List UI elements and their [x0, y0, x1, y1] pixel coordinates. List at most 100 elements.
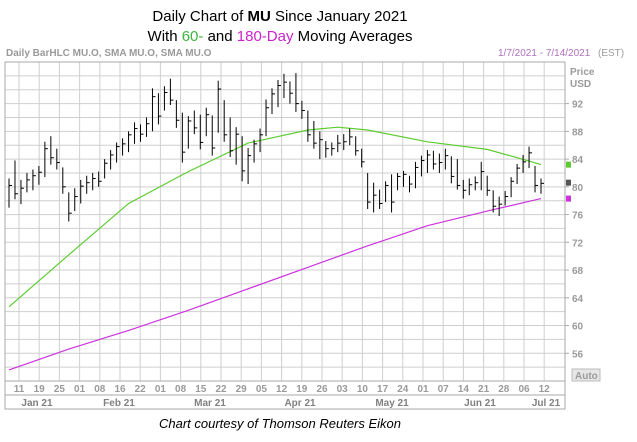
y-tick-label: 56: [572, 349, 584, 360]
price-bar: [361, 148, 365, 168]
x-tick-label: 10: [357, 384, 369, 395]
x-tick-label: 22: [215, 384, 227, 395]
price-bar: [301, 100, 305, 119]
price-bar: [534, 166, 539, 193]
price-bar: [391, 174, 395, 213]
y-tick-label: 92: [572, 100, 584, 111]
price-bar: [116, 142, 120, 163]
chart-credit: Chart courtesy of Thomson Reuters Eikon: [158, 416, 402, 431]
y-tick-label: 72: [572, 238, 584, 249]
price-bar: [50, 136, 54, 165]
price-bar: [163, 86, 168, 111]
price-bar: [56, 148, 60, 170]
x-tick-label: 01: [155, 384, 167, 395]
price-bar: [295, 73, 299, 112]
price-bar: [140, 124, 144, 142]
subtitle-mid: and: [203, 28, 237, 45]
price-bar: [510, 177, 515, 198]
x-tick-label: 17: [377, 384, 389, 395]
price-bar: [80, 179, 84, 204]
price-bar: [175, 100, 180, 128]
price-bar: [540, 178, 544, 194]
chart-grid: [5, 62, 565, 381]
price-bar: [420, 155, 425, 177]
price-bar: [217, 80, 222, 133]
price-bar: [14, 160, 18, 200]
x-tick-label: 26: [316, 384, 328, 395]
y-axis-unit: USD: [570, 79, 591, 90]
price-bar: [104, 159, 108, 179]
price-bar: [379, 189, 383, 210]
price-bar: [211, 115, 216, 156]
month-label: Jul 21: [532, 398, 561, 409]
price-bar: [68, 192, 72, 222]
subtitle-180day: 180-Day: [236, 28, 294, 45]
price-bar: [74, 188, 78, 212]
y-tick-label: 88: [572, 127, 584, 138]
price-bar: [8, 178, 12, 208]
price-bar: [128, 131, 132, 153]
x-tick-label: 25: [54, 384, 66, 395]
moving-average-lines: [8, 126, 542, 371]
subtitle-prefix: With: [147, 28, 182, 45]
chart-title-line2: With 60- and 180-Day Moving Averages: [0, 28, 560, 45]
y-tick-label: 64: [572, 294, 584, 305]
price-bar: [193, 110, 198, 135]
price-bar: [241, 136, 246, 182]
price-bar: [20, 179, 24, 205]
y-axis-title: Price: [570, 67, 595, 78]
price-bar: [367, 172, 371, 210]
last-value-marker: [566, 161, 571, 168]
x-tick-label: 22: [135, 384, 147, 395]
x-tick-label: 07: [438, 384, 450, 395]
x-tick-label: 05: [256, 384, 268, 395]
price-bar: [277, 80, 281, 108]
chart-series-label: Daily BarHLC MU.O, SMA MU.O, SMA MU.O: [6, 48, 212, 59]
price-bar: [450, 156, 455, 184]
price-bar: [169, 78, 174, 105]
x-tick-label: 15: [195, 384, 207, 395]
price-bar: [32, 169, 36, 191]
month-label: Jun 21: [464, 398, 496, 409]
title-prefix: Daily Chart of: [152, 8, 248, 25]
price-bar: [313, 120, 317, 149]
price-bar: [26, 172, 30, 193]
price-bar: [373, 182, 377, 213]
price-bar: [62, 167, 66, 194]
x-tick-label: 19: [296, 384, 308, 395]
x-tick-label: 16: [114, 384, 126, 395]
price-bar: [38, 166, 42, 185]
price-bar: [229, 117, 234, 158]
price-bar: [319, 131, 323, 160]
price-bar: [110, 150, 114, 170]
price-bar: [397, 172, 401, 191]
month-label: Apr 21: [284, 398, 316, 409]
price-bar: [151, 88, 156, 132]
price-bar: [480, 161, 485, 191]
sma-line-180-day: [8, 198, 542, 371]
month-label: Mar 21: [194, 398, 226, 409]
price-bar: [187, 116, 192, 149]
price-bar: [145, 117, 150, 137]
x-tick-label: 01: [74, 384, 86, 395]
price-bar: [426, 150, 431, 173]
price-bar: [444, 148, 449, 170]
y-tick-label: 76: [572, 211, 584, 222]
x-tick-label: 19: [34, 384, 46, 395]
x-tick-label: 03: [337, 384, 349, 395]
chart-title-line1: Daily Chart of MU Since January 2021: [0, 8, 560, 25]
month-label: Feb 21: [103, 398, 135, 409]
price-bar: [247, 147, 252, 185]
auto-scale-label: Auto: [575, 371, 598, 382]
y-tick-label: 80: [572, 183, 584, 194]
price-bar: [122, 138, 126, 156]
price-bar: [157, 93, 162, 125]
price-bar: [474, 176, 479, 191]
price-bar: [98, 171, 102, 187]
subtitle-suffix: Moving Averages: [293, 28, 413, 45]
price-bar: [283, 73, 287, 99]
title-ticker: MU: [247, 8, 271, 25]
price-bar: [492, 190, 497, 213]
